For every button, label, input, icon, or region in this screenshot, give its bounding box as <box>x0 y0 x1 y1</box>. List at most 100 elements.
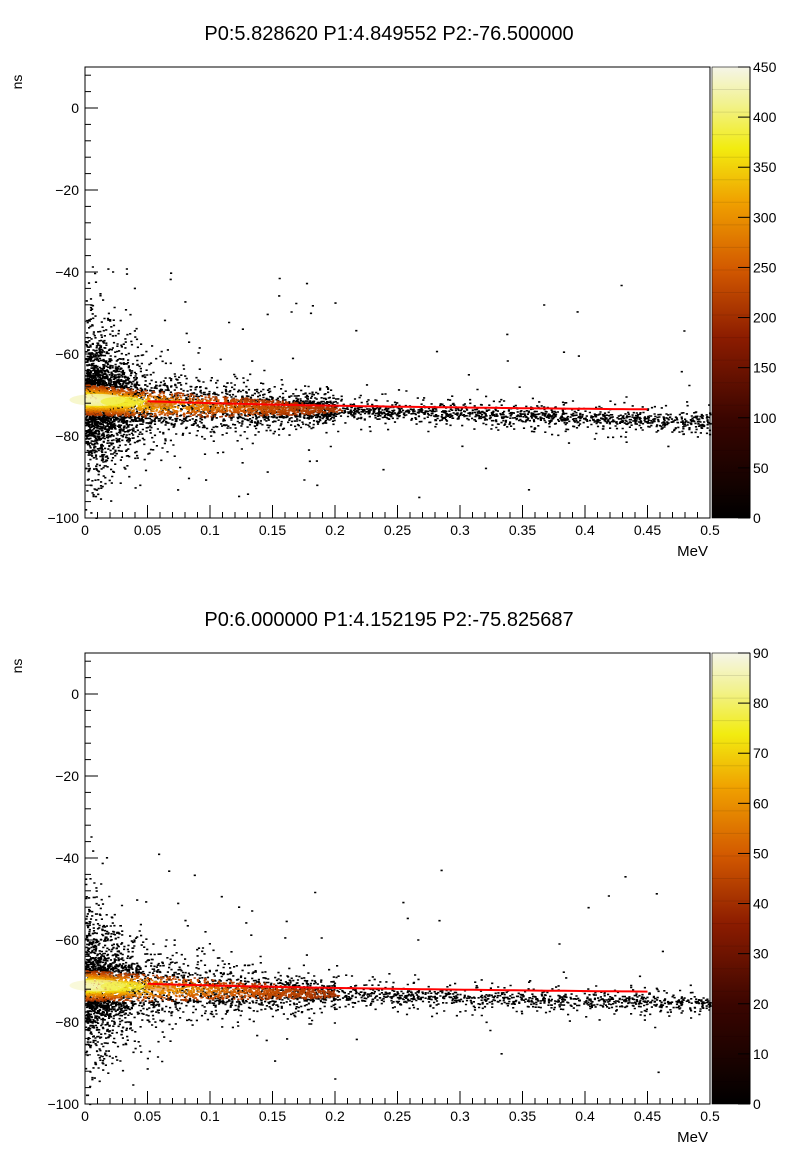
density-points <box>90 975 194 996</box>
density-points <box>111 389 260 415</box>
y-tick-label: −40 <box>55 850 79 866</box>
density-points <box>90 406 153 409</box>
density-points <box>250 410 253 412</box>
density-points <box>220 982 273 996</box>
density-points <box>98 388 247 414</box>
density-points <box>201 404 217 411</box>
z-tick-label: 400 <box>753 109 777 125</box>
y-tick-label: −80 <box>55 1014 79 1030</box>
density-points <box>286 989 292 993</box>
density-points <box>201 987 204 990</box>
density-points <box>212 399 215 402</box>
z-tick-label: 10 <box>753 1046 769 1062</box>
x-axis-label: MeV <box>677 543 708 560</box>
y-tick-label: −100 <box>47 1096 79 1112</box>
x-tick-label: 0 <box>81 522 89 538</box>
y-tick-label: 0 <box>71 686 79 702</box>
y-axis: −100 −80 −60 −40 −20 0 <box>47 660 98 1112</box>
fit-curve <box>147 982 648 993</box>
x-axis: 0 0.05 0.1 0.15 0.2 0.25 0.3 0.35 0.4 0.45 0.5 <box>81 505 720 538</box>
density-points <box>279 412 282 414</box>
y-tick-label: 0 <box>71 100 79 116</box>
chart-panel-1: P0:5.828620 P1:4.849552 P2:-76.500000 ns… <box>9 23 777 560</box>
density-core <box>100 981 145 992</box>
y-tick-label: −60 <box>55 346 79 362</box>
z-tick-label: 0 <box>753 1096 761 1112</box>
density-points <box>85 836 712 1106</box>
density-points <box>132 986 194 996</box>
plot-frame <box>84 66 711 519</box>
fit-curve-layer <box>147 400 648 411</box>
z-tick-label: 90 <box>753 645 769 661</box>
x-tick-label: 0.5 <box>700 522 720 538</box>
x-tick-label: 0.1 <box>200 522 220 538</box>
x-tick-label: 0.15 <box>259 522 286 538</box>
density-points <box>207 987 217 994</box>
x-tick-label: 0.3 <box>450 1108 470 1124</box>
x-tick-label: 0.3 <box>450 522 470 538</box>
z-tick-label: 100 <box>753 410 777 426</box>
density-points <box>280 992 287 995</box>
density-points <box>175 995 178 998</box>
y-tick-label: −20 <box>55 768 79 784</box>
density-points <box>149 413 153 416</box>
x-tick-label: 0.2 <box>325 1108 345 1124</box>
chart-title: P0:6.000000 P1:4.152195 P2:-75.825687 <box>204 609 573 631</box>
color-bar-frame <box>711 66 751 519</box>
density-points <box>88 385 337 418</box>
density-points <box>88 386 281 416</box>
x-tick-label: 0.15 <box>259 1108 286 1124</box>
fit-curve-layer <box>147 982 648 993</box>
fit-curve <box>147 400 648 411</box>
color-bar-frame <box>711 652 751 1105</box>
chart-title: P0:5.828620 P1:4.849552 P2:-76.500000 <box>204 23 573 45</box>
density-points <box>91 392 195 411</box>
z-tick-label: 0 <box>753 510 761 526</box>
density-points <box>114 976 326 999</box>
z-tick-label: 250 <box>753 259 777 275</box>
x-tick-label: 0.1 <box>200 1108 220 1124</box>
color-scale: 0 50 100 150 200 250 300 350 400 450 <box>711 59 777 526</box>
density-points <box>88 994 101 996</box>
z-tick-label: 350 <box>753 159 777 175</box>
z-tick-label: 40 <box>753 896 769 912</box>
y-axis-label: ns <box>9 75 25 90</box>
z-tick-label: 80 <box>753 695 769 711</box>
x-tick-label: 0.45 <box>634 1108 661 1124</box>
density-points <box>100 395 199 412</box>
density-points <box>125 401 161 410</box>
density-points <box>85 389 332 418</box>
x-tick-label: 0.25 <box>384 1108 411 1124</box>
density-points <box>135 986 226 998</box>
y-axis: −100 −80 −60 −40 −20 0 <box>47 74 98 526</box>
density-points <box>161 985 181 995</box>
z-tick-label: 450 <box>753 59 777 75</box>
density-points <box>220 989 223 992</box>
density-core <box>100 396 145 407</box>
z-tick-label: 50 <box>753 460 769 476</box>
x-tick-label: 0.35 <box>509 1108 536 1124</box>
density-points <box>124 985 182 996</box>
density-points <box>275 988 278 990</box>
density-points <box>123 394 126 397</box>
density-points <box>303 991 306 993</box>
density-points <box>137 412 140 414</box>
density-points <box>203 406 206 409</box>
x-axis: 0 0.05 0.1 0.15 0.2 0.25 0.3 0.35 0.4 0.45 0.5 <box>81 1091 720 1124</box>
density-points <box>126 992 129 994</box>
y-axis-label: ns <box>9 659 25 674</box>
color-bar <box>712 653 750 1104</box>
density-points <box>109 981 127 994</box>
z-tick-label: 50 <box>753 845 769 861</box>
x-tick-label: 0.4 <box>575 1108 595 1124</box>
density-points <box>258 408 261 411</box>
density-core <box>144 983 176 992</box>
density-points <box>93 389 209 412</box>
z-tick-label: 60 <box>753 795 769 811</box>
y-tick-label: −40 <box>55 264 79 280</box>
y-tick-label: −20 <box>55 182 79 198</box>
y-tick-label: −100 <box>47 510 79 526</box>
density-points <box>109 399 216 413</box>
density-points <box>113 996 116 999</box>
